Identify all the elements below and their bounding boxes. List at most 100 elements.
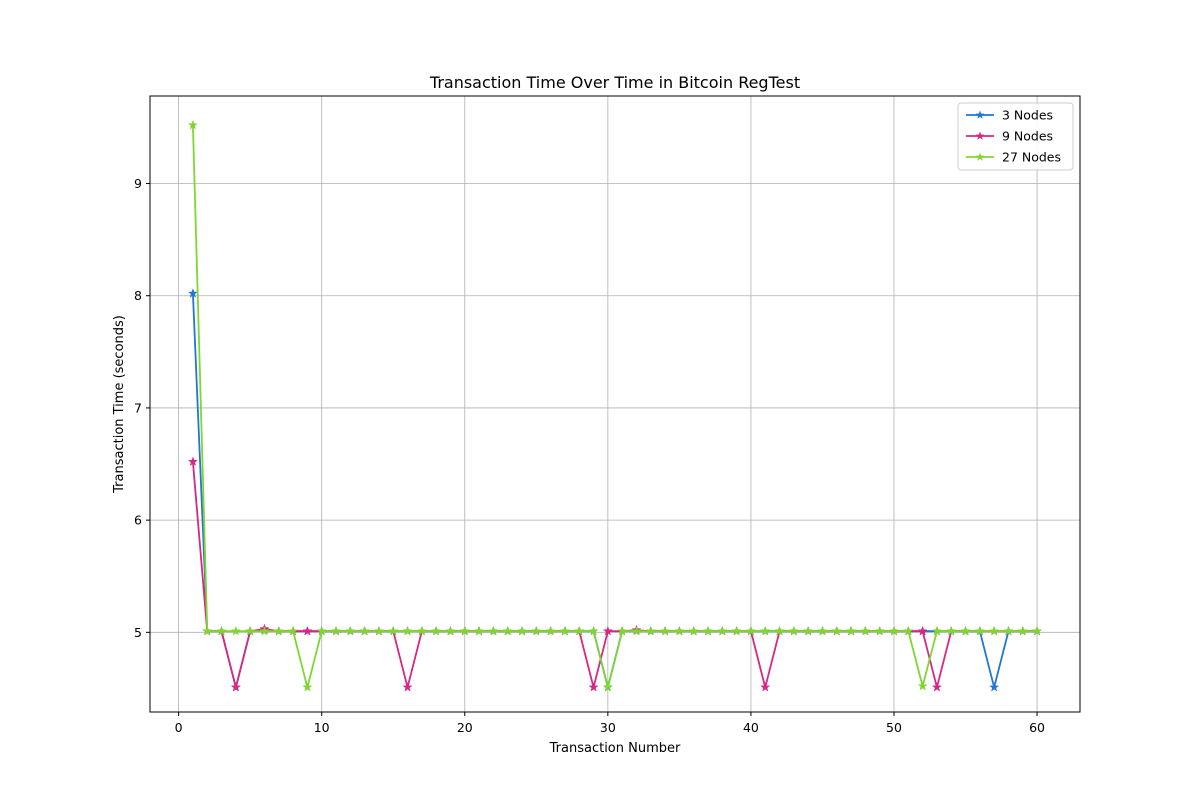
data-point (817, 625, 828, 636)
data-point (760, 625, 771, 636)
data-point (931, 681, 943, 692)
data-point (187, 119, 199, 130)
data-point (402, 681, 413, 692)
data-point (917, 625, 928, 636)
data-point (302, 681, 313, 692)
data-point (302, 625, 313, 636)
y-tick-label: 9 (134, 176, 142, 191)
data-point (1017, 625, 1028, 636)
data-point (287, 625, 299, 636)
data-point (345, 625, 356, 636)
data-point (373, 625, 385, 636)
x-tick-label: 40 (743, 720, 759, 735)
legend-item: 9 Nodes (966, 129, 1053, 144)
legend-item: 3 Nodes (966, 108, 1053, 123)
data-point (845, 625, 857, 636)
data-point (402, 625, 413, 636)
series-27-nodes (187, 119, 1043, 692)
x-tick-label: 50 (886, 720, 902, 735)
data-point (388, 625, 399, 636)
data-point (202, 625, 213, 636)
data-point (831, 625, 842, 636)
data-point (788, 625, 799, 636)
data-point (803, 625, 814, 636)
data-point (631, 625, 642, 636)
grid-lines (150, 96, 1080, 712)
data-point (702, 625, 714, 636)
data-point (989, 625, 1000, 636)
legend-marker (975, 131, 985, 140)
data-point (488, 625, 499, 636)
data-point (745, 625, 757, 636)
data-point (1003, 625, 1014, 636)
data-point (545, 625, 556, 636)
data-point (659, 625, 671, 636)
axis-ticks: 0 10 20 30 40 50 60 5 6 7 8 9 (134, 176, 1045, 735)
y-tick-label: 5 (134, 625, 142, 640)
legend-label: 3 Nodes (1002, 108, 1053, 123)
data-point (888, 625, 900, 636)
data-point (989, 681, 1000, 692)
legend-marker (975, 152, 985, 161)
data-point (860, 625, 871, 636)
data-point (574, 625, 585, 636)
data-point (259, 625, 270, 636)
y-tick-label: 6 (134, 513, 142, 528)
legend: 3 Nodes 9 Nodes 27 Nodes (957, 102, 1074, 171)
y-axis-label: Transaction Time (seconds) (112, 315, 127, 494)
y-tick-label: 7 (134, 400, 142, 415)
data-point (431, 625, 442, 636)
data-point (760, 681, 771, 692)
data-point (674, 625, 685, 636)
series-layer (187, 119, 1043, 692)
data-point (946, 625, 957, 636)
x-axis-label: Transaction Number (549, 741, 681, 756)
data-point (960, 625, 971, 636)
legend-label: 27 Nodes (1002, 150, 1061, 165)
x-tick-label: 0 (175, 720, 183, 735)
data-point (602, 625, 613, 636)
data-point (230, 681, 241, 692)
x-tick-label: 10 (314, 720, 330, 735)
data-point (531, 625, 542, 636)
data-point (502, 625, 513, 636)
data-point (931, 625, 943, 636)
x-tick-label: 60 (1029, 720, 1045, 735)
data-point (187, 288, 199, 298)
data-point (516, 625, 528, 636)
data-point (645, 625, 656, 636)
data-point (731, 625, 742, 636)
data-point (330, 625, 342, 636)
data-point (273, 625, 284, 636)
data-point (688, 625, 699, 636)
data-point (588, 625, 599, 636)
data-point (602, 681, 613, 692)
data-point (903, 625, 914, 636)
legend-marker (975, 110, 985, 119)
data-point (230, 625, 241, 636)
data-point (416, 625, 427, 636)
data-point (917, 680, 928, 691)
data-point (445, 625, 456, 636)
chart-title: Transaction Time Over Time in Bitcoin Re… (429, 73, 800, 92)
legend-box (957, 102, 1074, 171)
data-point (617, 625, 628, 636)
data-point (874, 625, 885, 636)
x-tick-label: 20 (457, 720, 473, 735)
data-point (774, 625, 785, 636)
data-point (974, 625, 985, 636)
data-point (245, 625, 256, 636)
data-point (588, 681, 599, 692)
data-point (1031, 625, 1043, 636)
data-point (216, 625, 227, 636)
data-point (459, 625, 470, 636)
data-point (559, 625, 571, 636)
data-point (187, 456, 199, 467)
data-point (359, 625, 370, 636)
data-point (316, 625, 327, 636)
y-tick-label: 8 (134, 288, 142, 303)
plot-area-frame (149, 95, 1081, 713)
data-point (717, 625, 728, 636)
x-tick-label: 30 (600, 720, 616, 735)
